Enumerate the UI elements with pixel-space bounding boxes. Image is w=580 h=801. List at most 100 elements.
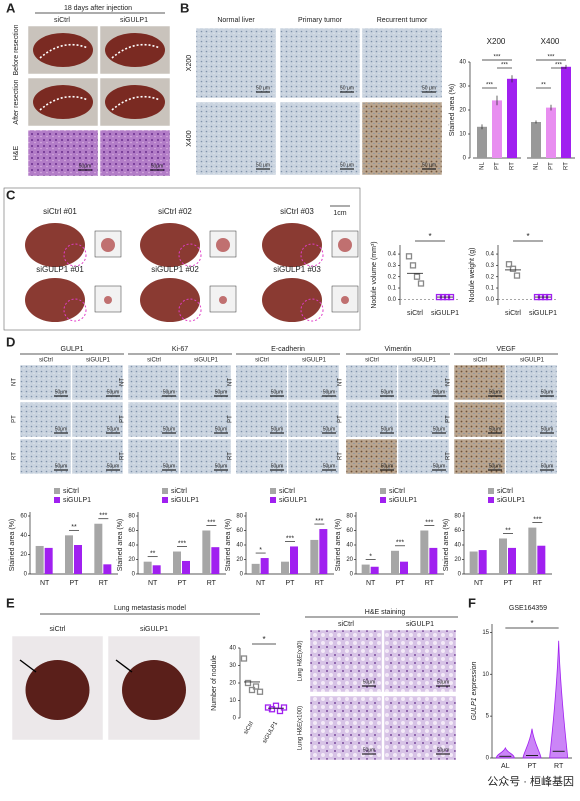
significance: *** [533, 516, 541, 523]
row-label: RT [446, 452, 452, 460]
bar [537, 545, 546, 574]
legend-label: siCtrl [63, 488, 79, 495]
row-label: X400 [186, 130, 193, 146]
legend-swatch [380, 488, 386, 494]
row-label: PT [338, 415, 344, 423]
y-tick-label: 0 [233, 716, 237, 722]
bar [319, 529, 328, 574]
legend-label: siCtrl [279, 488, 295, 495]
micrograph [453, 438, 506, 475]
y-tick-label: 0.2 [388, 274, 397, 280]
row-label: Lung H&E(x100) [298, 706, 304, 750]
y-tick-label: 20 [236, 557, 243, 563]
x-tick-label: RT [533, 580, 543, 587]
x-tick-label: NT [366, 580, 376, 587]
legend-swatch [162, 497, 168, 503]
liver [25, 278, 85, 322]
column-header: Recurrent tumor [377, 17, 428, 24]
y-tick-label: 40 [346, 543, 353, 549]
micrograph [179, 438, 232, 475]
significance: ** [71, 524, 77, 531]
y-tick-label: 0 [486, 756, 490, 762]
liver [25, 223, 85, 267]
marker-title: E-cadherin [271, 346, 305, 353]
row-label: H&E [13, 145, 20, 160]
significance: *** [486, 83, 494, 89]
micrograph [383, 629, 457, 693]
micrograph [397, 364, 450, 401]
scale-label: 50μm [363, 679, 376, 685]
column-header: siGULP1 [406, 621, 434, 628]
column-header: siCtrl [50, 626, 66, 633]
significance: * [262, 635, 265, 644]
scale-label: 50μm [55, 426, 68, 432]
y-tick-label: 40 [454, 543, 461, 549]
tumor-outline [63, 298, 87, 322]
liver [33, 85, 93, 119]
tumor [219, 296, 227, 304]
y-tick-label: 10 [482, 672, 489, 678]
micrograph [345, 364, 398, 401]
micrograph [383, 695, 457, 761]
tumor [216, 238, 230, 252]
y-tick-label: 0.2 [486, 274, 495, 280]
scale-label: 50 μm [340, 85, 354, 91]
micrograph [27, 129, 99, 177]
x-tick-label: PT [286, 580, 296, 587]
y-axis-label: Stained area (%) [335, 519, 342, 572]
x-tick-label: RT [564, 162, 570, 170]
legend-swatch [488, 497, 494, 503]
lung [25, 660, 90, 720]
bar [290, 546, 298, 574]
micrograph [345, 438, 398, 475]
data-point [505, 261, 513, 268]
micrograph [71, 364, 124, 401]
x-tick-label: PT [504, 580, 514, 587]
data-point [280, 704, 288, 711]
y-tick-label: 20 [128, 557, 135, 563]
resection-line [39, 43, 89, 59]
micrograph [19, 364, 72, 401]
data-point [244, 679, 252, 687]
data-point [252, 683, 260, 690]
panel-title: H&E staining [365, 609, 406, 616]
significance: * [530, 619, 533, 628]
scale-label: 50 μm [256, 162, 270, 168]
data-point [413, 273, 421, 280]
column-header: siGULP1 [302, 358, 327, 364]
legend-swatch [54, 497, 60, 503]
micrograph [287, 438, 340, 475]
significance: *** [286, 535, 294, 542]
tumor-outline [300, 243, 324, 267]
legend-swatch [54, 488, 60, 494]
row-label: NT [228, 378, 234, 386]
y-tick-label: 80 [236, 514, 243, 520]
micrograph [505, 438, 558, 475]
scale-label: 50μm [55, 463, 68, 469]
y-tick-label: 0.4 [388, 252, 397, 258]
scale-label: 50μm [541, 426, 554, 432]
row-label: NT [446, 378, 452, 386]
y-axis-label: Nodule weight (g) [469, 248, 476, 303]
y-tick-label: 30 [459, 84, 466, 90]
y-tick-label: 60 [346, 528, 353, 534]
panel-title: 18 days after injection [64, 5, 132, 12]
significance: *** [555, 63, 563, 69]
micrograph [287, 364, 340, 401]
x-tick-label: RT [99, 580, 109, 587]
column-header: siCtrl [255, 358, 269, 364]
sample-label: siCtrl #01 [43, 207, 77, 216]
bar [260, 558, 269, 574]
bar [508, 547, 516, 574]
panel-label: D [6, 334, 15, 349]
bar [35, 545, 44, 574]
bar [546, 107, 556, 158]
scale-label: 50μm [271, 426, 284, 432]
micrograph [279, 27, 361, 99]
column-header: siCtrl [39, 358, 53, 364]
scale-label: 50μm [437, 747, 450, 753]
panel-title: Lung metastasis model [114, 605, 186, 612]
row-label: X200 [186, 55, 193, 71]
sample-label: siCtrl #03 [280, 207, 314, 216]
scale-label: 50μm [79, 163, 92, 169]
